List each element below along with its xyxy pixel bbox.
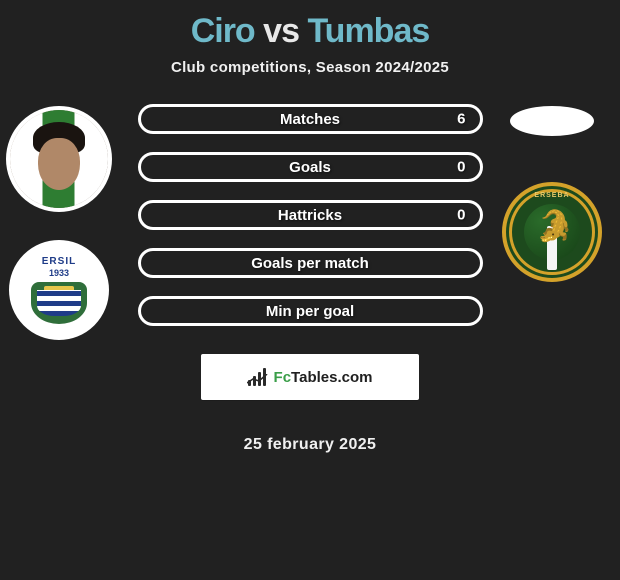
title-player1: Ciro xyxy=(191,12,255,50)
player2-club-badge: ERSEBA xyxy=(502,182,602,282)
stat-min-per-goal: Min per goal xyxy=(138,296,483,326)
persebaya-croc-icon xyxy=(528,211,576,253)
content-row: ERSIL 1933 Matches 6 Goals 0 xyxy=(0,104,620,454)
stat-matches-label: Matches xyxy=(280,111,340,128)
persib-shield xyxy=(31,282,87,324)
player1-club-badge: ERSIL 1933 xyxy=(9,240,109,340)
stats-column: Matches 6 Goals 0 Hattricks 0 Goals per … xyxy=(138,104,483,454)
stat-hattricks-label: Hattricks xyxy=(278,207,342,224)
persib-year: 1933 xyxy=(21,268,97,278)
comparison-card: Ciro vs Tumbas Club competitions, Season… xyxy=(0,0,620,454)
brand-chart-icon xyxy=(248,368,268,386)
stat-goals-right: 0 xyxy=(457,159,465,176)
player2-avatar xyxy=(510,106,594,136)
persebaya-inner xyxy=(524,204,580,260)
stat-matches-right: 6 xyxy=(457,111,465,128)
date-text: 25 february 2025 xyxy=(244,436,377,454)
subtitle: Club competitions, Season 2024/2025 xyxy=(171,59,449,76)
left-player-column: ERSIL 1933 xyxy=(6,106,112,340)
stat-goals-label: Goals xyxy=(289,159,331,176)
avatar-face xyxy=(38,138,80,190)
stat-matches: Matches 6 xyxy=(138,104,483,134)
brand-text: FcTables.com xyxy=(274,369,373,386)
stat-hattricks-right: 0 xyxy=(457,207,465,224)
stat-gpm-label: Goals per match xyxy=(251,255,369,272)
persebaya-ring-text: ERSEBA xyxy=(506,192,598,199)
persib-top-text: ERSIL xyxy=(21,256,97,267)
stat-mpg-label: Min per goal xyxy=(266,303,354,320)
title: Ciro vs Tumbas xyxy=(191,12,430,51)
player1-avatar xyxy=(6,106,112,212)
title-vs: vs xyxy=(263,12,299,50)
persib-waves-icon xyxy=(37,290,81,316)
stat-goals: Goals 0 xyxy=(138,152,483,182)
stat-goals-per-match: Goals per match xyxy=(138,248,483,278)
brand-box[interactable]: FcTables.com xyxy=(201,354,419,400)
brand-suffix: Tables.com xyxy=(291,369,372,386)
title-player2: Tumbas xyxy=(307,12,429,50)
brand-prefix: Fc xyxy=(274,369,292,386)
persib-inner: ERSIL 1933 xyxy=(21,252,97,328)
right-player-column: ERSEBA xyxy=(502,106,602,282)
stat-hattricks: Hattricks 0 xyxy=(138,200,483,230)
